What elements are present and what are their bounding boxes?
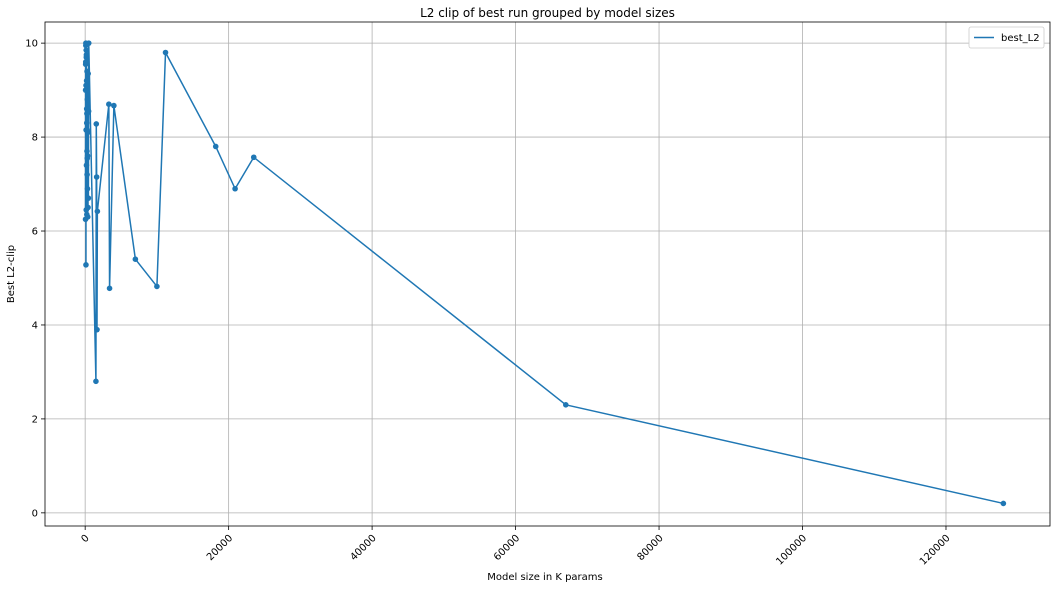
data-point — [232, 185, 238, 192]
y-tick-label: 10 — [25, 39, 38, 50]
y-tick-label: 8 — [32, 133, 38, 144]
data-point — [111, 102, 117, 109]
series-layer — [82, 40, 1007, 507]
axes-frame — [44, 21, 1051, 527]
data-point — [1000, 500, 1007, 507]
data-point — [82, 87, 89, 93]
y-tick-label: 6 — [32, 227, 38, 238]
data-point — [85, 204, 91, 211]
data-point — [132, 256, 139, 263]
data-point — [162, 49, 169, 56]
data-point — [85, 195, 92, 201]
data-point — [85, 40, 92, 46]
data-point — [83, 52, 90, 58]
y-tick-label: 0 — [32, 508, 38, 519]
data-point — [93, 378, 99, 385]
data-point — [85, 129, 91, 136]
data-point — [83, 262, 89, 268]
legend-label: best_L2 — [1001, 33, 1040, 44]
grid-lines — [45, 22, 1050, 526]
data-point — [83, 82, 89, 89]
data-point — [83, 59, 90, 65]
legend: best_L2 — [968, 26, 1045, 49]
data-point — [93, 121, 100, 127]
data-point — [212, 143, 219, 150]
data-point — [94, 326, 100, 333]
x-axis-label: Model size in K params — [487, 572, 602, 583]
data-point — [562, 402, 569, 408]
data-point — [93, 174, 100, 180]
data-point — [106, 285, 113, 292]
data-point — [94, 208, 101, 215]
legend-box — [968, 26, 1045, 49]
data-point — [84, 153, 91, 159]
data-point — [84, 171, 90, 178]
y-tick-label: 2 — [32, 414, 38, 425]
data-point — [106, 101, 112, 107]
data-point — [83, 77, 90, 84]
data-point — [83, 47, 89, 53]
data-point — [84, 96, 91, 103]
y-tick-label: 4 — [32, 320, 38, 331]
y-axis-label: Best L2-clip — [6, 245, 17, 303]
data-point — [154, 283, 160, 290]
data-point — [83, 162, 90, 169]
data-point — [250, 154, 257, 161]
data-point — [85, 108, 92, 115]
chart-title: L2 clip of best run grouped by model siz… — [420, 6, 675, 20]
data-point — [83, 120, 90, 126]
data-point — [84, 148, 90, 154]
data-point — [84, 185, 91, 192]
data-point — [84, 214, 91, 220]
data-point — [85, 70, 91, 77]
